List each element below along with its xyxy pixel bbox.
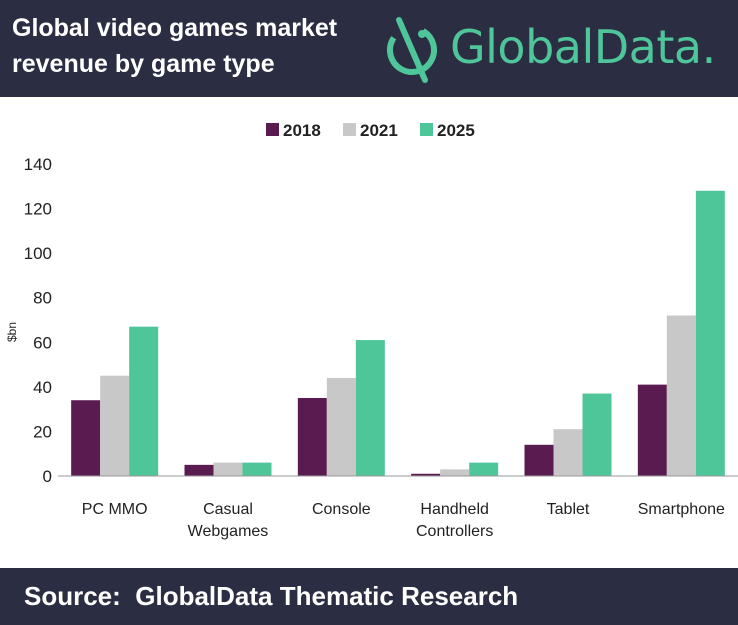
bars xyxy=(71,190,725,476)
bar-2018 xyxy=(637,384,667,476)
legend-label: 2018 xyxy=(283,121,321,140)
y-tick-label: 140 xyxy=(24,155,52,174)
y-axis-label: $bn xyxy=(5,322,19,342)
bar-2025 xyxy=(242,462,272,476)
x-category-label: Console xyxy=(312,501,371,518)
y-axis: 0 20 40 60 80 100 120 140 xyxy=(24,155,52,486)
legend-swatch-2021 xyxy=(343,123,356,136)
bar-2018 xyxy=(184,464,214,476)
x-category-label: Handheld Controllers xyxy=(416,501,493,540)
title-line-2: revenue by game type xyxy=(12,50,275,78)
y-tick-label: 40 xyxy=(33,378,52,397)
bar-2021 xyxy=(100,375,130,476)
bar-2025 xyxy=(355,340,385,476)
bar-2025 xyxy=(582,393,612,476)
legend-swatch-2025 xyxy=(420,123,433,136)
legend-label: 2025 xyxy=(437,121,475,140)
footer-banner: Source: GlobalData Thematic Research xyxy=(0,568,738,625)
globaldata-logo-icon xyxy=(387,17,437,83)
x-category-label: Smartphone xyxy=(638,501,725,518)
y-tick-label: 100 xyxy=(24,244,52,263)
logo-wordmark: GlobalData. xyxy=(450,20,716,74)
bar-2021 xyxy=(440,469,470,476)
header-banner: Global video games market revenue by gam… xyxy=(0,0,738,97)
bar-2018 xyxy=(71,400,101,476)
bar-2021 xyxy=(326,377,356,476)
bar-2021 xyxy=(213,462,243,476)
source-note: Source: GlobalData Thematic Research xyxy=(24,581,519,611)
y-tick-label: 20 xyxy=(33,422,52,441)
chart-legend: 2018 2021 2025 xyxy=(266,121,475,140)
x-category-label: Casual Webgames xyxy=(188,501,269,540)
y-tick-label: 120 xyxy=(24,200,52,219)
bar-2018 xyxy=(411,473,441,476)
y-tick-label: 0 xyxy=(43,467,52,486)
title-line-1: Global video games market xyxy=(12,14,338,42)
y-tick-label: 60 xyxy=(33,333,52,352)
bar-2021 xyxy=(666,315,696,476)
x-axis: PC MMO Casual Webgames Console Handheld Contr… xyxy=(82,501,725,540)
bar-2018 xyxy=(297,398,327,476)
y-tick-label: 80 xyxy=(33,289,52,308)
chart-title: Global video games market revenue by gam… xyxy=(12,10,372,82)
globaldata-logo: GlobalData. xyxy=(384,12,724,84)
bar-2025 xyxy=(469,462,499,476)
bar-2021 xyxy=(553,429,583,476)
bar-2018 xyxy=(524,444,554,476)
x-category-label: PC MMO xyxy=(82,501,148,518)
bar-chart: 2018 2021 2025 0 20 40 60 80 100 120 140 $bn PC M… xyxy=(5,121,738,540)
legend-swatch-2018 xyxy=(266,123,279,136)
legend-label: 2021 xyxy=(360,121,398,140)
x-category-label: Tablet xyxy=(547,501,590,518)
bar-2025 xyxy=(129,326,159,476)
bar-2025 xyxy=(695,190,725,476)
